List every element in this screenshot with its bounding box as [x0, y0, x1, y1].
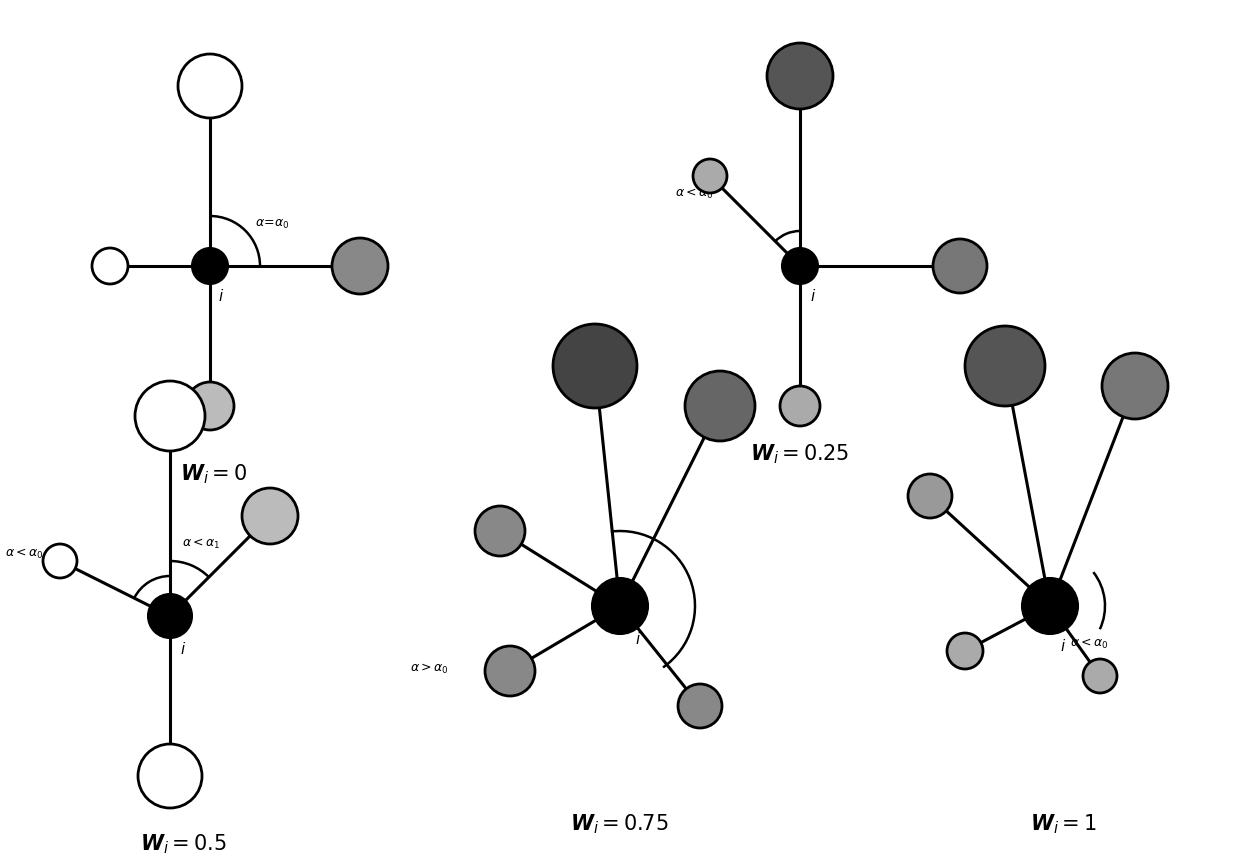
Circle shape: [484, 646, 535, 696]
Text: $\alpha < \alpha_1$: $\alpha < \alpha_1$: [182, 537, 221, 551]
Text: $\boldsymbol{W}_{i} = 0.75$: $\boldsymbol{W}_{i} = 0.75$: [570, 812, 669, 836]
Text: $i$: $i$: [636, 631, 641, 647]
Circle shape: [1022, 578, 1078, 634]
Circle shape: [767, 43, 833, 109]
Circle shape: [147, 594, 192, 638]
Circle shape: [43, 544, 77, 578]
Text: $\alpha\!=\!\alpha_0$: $\alpha\!=\!\alpha_0$: [255, 218, 290, 231]
Text: $\boldsymbol{W}_{i} = 0.25$: $\boldsymbol{W}_{i} = 0.25$: [750, 443, 849, 466]
Circle shape: [1101, 353, 1168, 419]
Text: $i$: $i$: [180, 641, 186, 657]
Text: $\boldsymbol{W}_{i} = 0$: $\boldsymbol{W}_{i} = 0$: [180, 462, 248, 486]
Circle shape: [553, 324, 637, 408]
Circle shape: [135, 381, 204, 451]
Circle shape: [475, 506, 525, 556]
Circle shape: [693, 159, 727, 193]
Circle shape: [186, 382, 234, 430]
Circle shape: [947, 633, 983, 669]
Circle shape: [332, 238, 388, 294]
Text: $\alpha < \alpha_0$: $\alpha < \alpha_0$: [1070, 637, 1109, 651]
Text: $\alpha < \alpha_0$: $\alpha < \alpha_0$: [5, 547, 43, 561]
Text: $\boldsymbol{W}_{i} = 1$: $\boldsymbol{W}_{i} = 1$: [1030, 812, 1097, 836]
Text: $i$: $i$: [1061, 638, 1066, 654]
Circle shape: [138, 744, 202, 808]
Text: $\alpha < \alpha_0$: $\alpha < \alpha_0$: [675, 187, 714, 201]
Circle shape: [965, 326, 1044, 406]
Circle shape: [933, 239, 987, 293]
Circle shape: [178, 54, 242, 118]
Circle shape: [242, 488, 299, 544]
Text: $i$: $i$: [810, 288, 817, 304]
Circle shape: [192, 248, 228, 284]
Text: $i$: $i$: [218, 288, 224, 304]
Circle shape: [781, 386, 820, 426]
Circle shape: [678, 684, 722, 728]
Circle shape: [1083, 659, 1118, 693]
Circle shape: [92, 248, 128, 284]
Circle shape: [685, 371, 755, 441]
Text: $\boldsymbol{W}_{i} = 0.5$: $\boldsymbol{W}_{i} = 0.5$: [140, 832, 227, 856]
Circle shape: [782, 248, 818, 284]
Text: $\alpha > \alpha_0$: $\alpha > \alpha_0$: [410, 662, 449, 676]
Circle shape: [908, 474, 952, 518]
Circle shape: [592, 578, 648, 634]
